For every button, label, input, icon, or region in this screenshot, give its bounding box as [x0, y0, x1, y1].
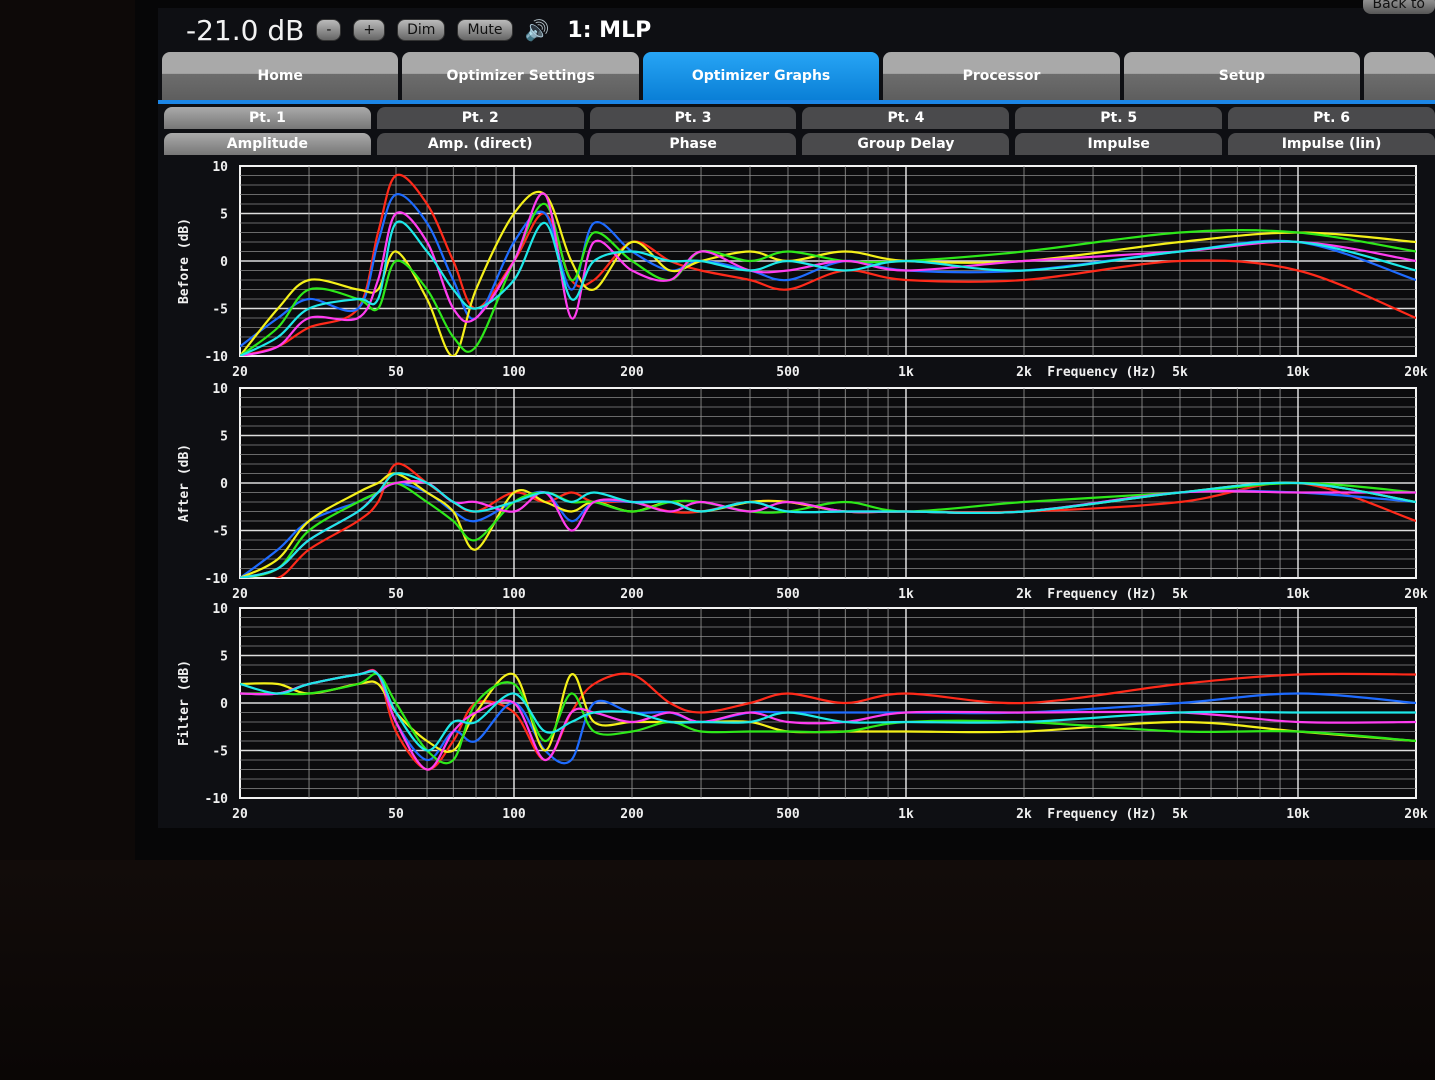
mute-button[interactable]: Mute	[457, 19, 513, 41]
series-line	[240, 472, 1416, 578]
x-tick-label: 500	[776, 365, 800, 378]
tab-optimizer-settings[interactable]: Optimizer Settings	[402, 52, 639, 100]
volume-readout: -21.0 dB	[186, 13, 305, 47]
series-line	[240, 192, 1416, 356]
volume-up-button[interactable]: +	[353, 19, 386, 41]
x-tick-label: 20k	[1404, 587, 1428, 600]
x-tick-label: 10k	[1286, 365, 1310, 378]
y-tick-label: -10	[205, 792, 229, 807]
tab-impulse-lin[interactable]: Impulse (lin)	[1228, 133, 1435, 155]
series-line	[240, 202, 1416, 356]
y-tick-label: 10	[212, 382, 228, 397]
tab-optimizer-graphs[interactable]: Optimizer Graphs	[642, 52, 880, 100]
y-tick-label: 5	[220, 650, 228, 665]
y-axis-label: After (dB)	[177, 444, 192, 522]
x-tick-label: 200	[620, 587, 644, 600]
tab-home[interactable]: Home	[162, 52, 399, 100]
y-tick-label: -10	[205, 572, 229, 587]
series-line	[240, 670, 1416, 752]
tab-amplitude[interactable]: Amplitude	[164, 133, 371, 155]
y-tick-label: -5	[212, 525, 228, 540]
y-tick-label: 5	[220, 208, 228, 223]
x-tick-label: 20k	[1404, 807, 1428, 822]
x-tick-label: 10k	[1286, 807, 1310, 822]
tab-pt-3[interactable]: Pt. 3	[589, 107, 797, 129]
tab-pt-2[interactable]: Pt. 2	[376, 107, 584, 129]
x-tick-label: 500	[776, 587, 800, 600]
tab-pt-4[interactable]: Pt. 4	[802, 107, 1010, 129]
y-tick-label: 0	[220, 697, 228, 712]
tab-group-delay[interactable]: Group Delay	[802, 133, 1010, 155]
x-tick-label: 5k	[1172, 365, 1188, 378]
tab-phase[interactable]: Phase	[589, 133, 797, 155]
series-line	[240, 220, 1416, 356]
back-button[interactable]: Back to	[1362, 0, 1435, 14]
top-bar: -21.0 dB - + Dim Mute 🔊 1: MLP Back to	[158, 0, 1435, 52]
x-axis-label: Frequency (Hz)	[1047, 365, 1157, 378]
tab-pt-1[interactable]: Pt. 1	[164, 107, 371, 129]
x-tick-label: 2k	[1016, 587, 1032, 600]
x-tick-label: 5k	[1172, 587, 1188, 600]
y-axis-label: Filter (dB)	[177, 660, 192, 746]
tab-more[interactable]	[1364, 52, 1435, 100]
x-tick-label: 2k	[1016, 807, 1032, 822]
x-tick-label: 2k	[1016, 365, 1032, 378]
x-tick-label: 20	[232, 365, 248, 378]
tab-underline	[158, 100, 1435, 104]
x-tick-label: 1k	[898, 587, 914, 600]
tab-impulse[interactable]: Impulse	[1015, 133, 1223, 155]
y-tick-label: 0	[220, 255, 228, 270]
y-axis-label: Before (dB)	[177, 218, 192, 304]
x-tick-label: 50	[388, 587, 404, 600]
y-tick-label: 0	[220, 477, 228, 492]
x-tick-label: 100	[502, 365, 526, 378]
y-tick-label: 10	[212, 160, 228, 175]
y-tick-label: 10	[212, 602, 228, 617]
x-tick-label: 500	[776, 807, 800, 822]
x-tick-label: 100	[502, 807, 526, 822]
position-label: 1: MLP	[567, 17, 652, 43]
y-tick-label: -5	[212, 303, 228, 318]
y-tick-label: -5	[212, 745, 228, 760]
speaker-icon: 🔊	[524, 18, 550, 42]
tab-pt-6[interactable]: Pt. 6	[1228, 107, 1435, 129]
tab-processor[interactable]: Processor	[883, 52, 1120, 100]
tab-amp-direct[interactable]: Amp. (direct)	[376, 133, 584, 155]
x-tick-label: 50	[388, 365, 404, 378]
x-tick-label: 20k	[1404, 365, 1428, 378]
series-line	[240, 672, 1416, 754]
graph-type-tabs: Amplitude Amp. (direct) Phase Group Dela…	[164, 133, 1435, 155]
x-tick-label: 200	[620, 807, 644, 822]
point-tabs: Pt. 1 Pt. 2 Pt. 3 Pt. 4 Pt. 5 Pt. 6	[164, 107, 1435, 129]
main-tabs: Home Optimizer Settings Optimizer Graphs…	[162, 52, 1435, 100]
x-tick-label: 200	[620, 365, 644, 378]
desk-background	[0, 860, 1435, 1080]
series-line	[240, 173, 1416, 356]
x-tick-label: 10k	[1286, 587, 1310, 600]
volume-down-button[interactable]: -	[316, 19, 342, 41]
x-axis-label: Frequency (Hz)	[1047, 587, 1157, 600]
screen: -21.0 dB - + Dim Mute 🔊 1: MLP Back to H…	[158, 0, 1435, 828]
x-tick-label: 5k	[1172, 807, 1188, 822]
x-axis-label: Frequency (Hz)	[1047, 807, 1157, 822]
tab-pt-5[interactable]: Pt. 5	[1015, 107, 1223, 129]
dim-button[interactable]: Dim	[397, 19, 446, 41]
x-tick-label: 1k	[898, 365, 914, 378]
y-tick-label: -10	[205, 350, 229, 365]
y-tick-label: 5	[220, 430, 228, 445]
tab-setup[interactable]: Setup	[1123, 52, 1361, 100]
x-tick-label: 100	[502, 587, 526, 600]
x-tick-label: 50	[388, 807, 404, 822]
x-tick-label: 20	[232, 587, 248, 600]
x-tick-label: 20	[232, 807, 248, 822]
x-tick-label: 1k	[898, 807, 914, 822]
